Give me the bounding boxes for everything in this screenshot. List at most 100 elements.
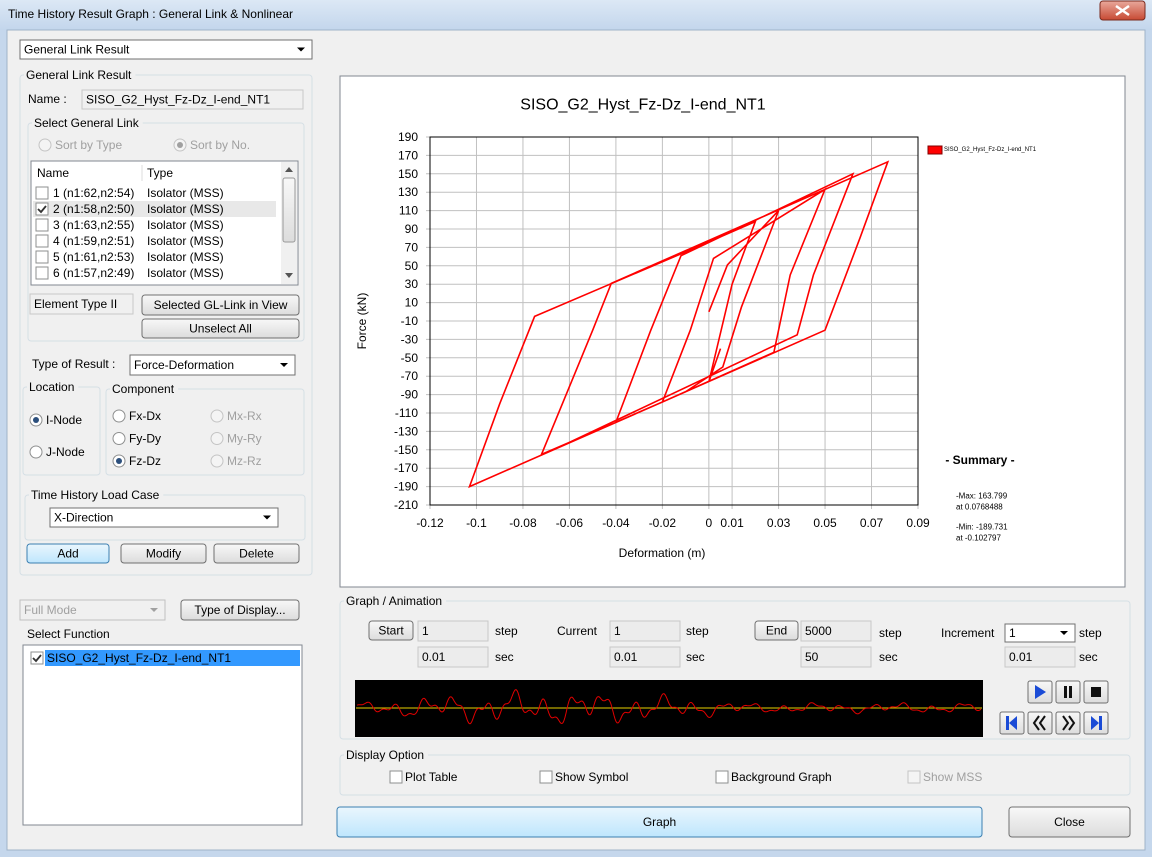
x-tick-label: 0.05 [813,516,837,530]
unselect-all-button[interactable] [141,318,300,339]
sort-option: Sort by No. [190,138,250,152]
sort-radio[interactable] [38,138,52,152]
dropdown-arrow [280,363,288,367]
scroll-up[interactable] [285,167,293,172]
row-checkbox[interactable] [35,218,49,232]
component-group [105,388,305,476]
end-time-unit: sec [879,650,898,664]
component-radio[interactable] [210,454,224,468]
animation-group-title: Graph / Animation [346,594,442,608]
current-time-text: 0.01 [614,650,638,664]
y-tick-label: -70 [401,369,419,383]
scroll-thumb[interactable] [282,177,296,243]
start-time-unit: sec [495,650,514,664]
y-tick-label: -190 [394,480,418,494]
graph-button[interactable] [336,806,983,838]
component-option: Fy-Dy [129,432,161,446]
row-checkbox[interactable] [35,202,49,216]
y-axis-label: Force (kN) [355,293,369,350]
y-tick-label: 70 [405,240,419,254]
row-type: Isolator (MSS) [147,250,224,264]
name-field [81,89,304,110]
unselect-all-button-label: Unselect All [189,322,252,336]
x-tick-label: 0.09 [906,516,930,530]
check-mark [37,205,47,214]
type-of-display-button[interactable] [180,599,300,621]
load-case-button[interactable] [120,543,207,564]
start-time [417,646,489,668]
summary-title: - Summary - [945,453,1014,467]
increment-step-unit: step [1079,626,1102,640]
function-title: Select Function [27,627,110,641]
result-type-label: Type of Result : [32,357,115,371]
location-option: J-Node [46,445,85,459]
current-step-text: 1 [614,624,621,638]
x-tick-label: -0.08 [509,516,537,530]
result-type-select[interactable] [129,354,296,376]
scroll-down[interactable] [285,273,293,278]
end-time [800,646,872,668]
play-icon [1035,685,1046,699]
data-line [468,160,890,489]
end-button[interactable] [754,620,799,641]
function-checkbox[interactable] [30,651,44,665]
link-list [30,160,299,286]
component-radio[interactable] [210,409,224,423]
row-type: Isolator (MSS) [147,218,224,232]
select-link-group-label-bg [32,116,143,130]
display-option-checkbox[interactable] [907,770,921,784]
increment-time-text: 0.01 [1009,650,1033,664]
load-case-button-label: Delete [239,547,274,561]
display-option-checkbox[interactable] [389,770,403,784]
component-radio[interactable] [112,432,126,445]
row-name: 6 (n1:57,n2:49) [53,266,134,280]
x-axis-label: Deformation (m) [619,546,706,560]
y-tick-label: -150 [394,443,418,457]
start-step-text: 1 [422,624,429,638]
y-tick-label: -110 [395,406,418,420]
component-radio[interactable] [210,432,224,445]
row-name: 5 (n1:61,n2:53) [53,250,134,264]
y-tick-label: -90 [401,388,419,402]
name-label: Name : [28,92,67,106]
location-radio[interactable] [29,445,43,459]
y-tick-label: 10 [405,296,419,310]
x-tick-label: -0.02 [649,516,677,530]
display-option-label: Plot Table [405,770,458,784]
y-tick-label: 90 [405,222,419,236]
link-group-title: General Link Result [26,68,132,82]
y-tick-label: 170 [398,148,418,162]
x-tick-label: 0.07 [860,516,884,530]
row-checkbox[interactable] [35,250,49,264]
display-option-checkbox[interactable] [715,770,729,784]
start-button[interactable] [368,620,414,641]
location-group-label-bg [27,380,79,394]
row-checkbox[interactable] [35,186,49,200]
load-case-button[interactable] [26,543,110,564]
x-tick-label: -0.1 [466,516,487,530]
y-tick-label: -130 [394,424,418,438]
increment-time-unit: sec [1079,650,1098,664]
load-case-select-value: X-Direction [54,511,113,525]
check-mark [32,654,42,663]
start-step [417,620,489,642]
display-mode-select[interactable] [19,599,166,621]
y-tick-label: -50 [401,351,419,365]
row-checkbox[interactable] [35,234,49,248]
load-case-select[interactable] [49,507,279,528]
component-radio[interactable] [112,409,126,423]
forward-icon [1062,715,1076,731]
close-button[interactable] [1008,806,1131,838]
pause-button[interactable] [1055,680,1081,704]
dropdown-arrow [1060,631,1068,635]
row-checkbox[interactable] [35,266,49,280]
result-select[interactable] [19,39,313,60]
load-case-button[interactable] [213,543,300,564]
increment-select[interactable] [1004,623,1076,643]
current-time [609,646,681,668]
location-group-title: Location [29,380,74,394]
display-option-checkbox[interactable] [539,770,553,784]
pause-icon [1064,686,1072,698]
display-option-label: Show Symbol [555,770,628,784]
selected-link-button[interactable] [141,294,300,316]
